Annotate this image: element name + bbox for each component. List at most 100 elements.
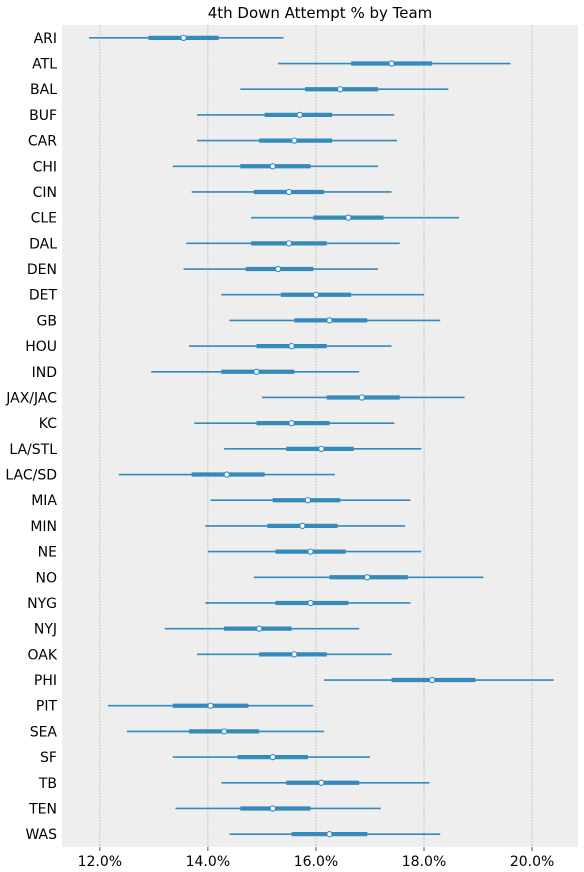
mean-point: [337, 86, 344, 93]
team-label: ARI: [34, 31, 57, 47]
team-row: JAX/JAC: [5, 390, 465, 406]
mean-point: [269, 753, 276, 761]
mean-point: [220, 728, 228, 735]
team-row: CHI: [33, 159, 379, 175]
team-row: DAL: [29, 236, 400, 252]
team-label: JAX/JAC: [5, 390, 57, 406]
team-row: DEN: [27, 262, 379, 278]
team-row: PIT: [36, 699, 314, 715]
team-label: SEA: [30, 724, 58, 740]
team-row: CAR: [28, 134, 397, 150]
team-row: WAS: [25, 827, 441, 843]
team-label: TB: [38, 776, 57, 792]
team-label: ATL: [32, 57, 57, 73]
team-row: ARI: [34, 31, 284, 47]
x-tick-label: 20.0%: [510, 854, 554, 870]
team-row: KC: [39, 416, 395, 432]
team-row: MIN: [30, 519, 406, 535]
team-label: NE: [38, 545, 57, 561]
team-label: TEN: [28, 801, 57, 817]
mean-point: [274, 265, 282, 273]
mean-point: [269, 163, 276, 170]
team-label: MIA: [31, 493, 57, 509]
team-row: CIN: [33, 185, 392, 201]
team-row: ATL: [32, 57, 511, 73]
plot-area: [62, 25, 578, 847]
team-row: MIA: [31, 493, 411, 509]
team-label: MIN: [30, 519, 57, 535]
team-label: BAL: [30, 82, 57, 98]
mean-point: [180, 34, 187, 41]
team-label: NYG: [27, 596, 57, 612]
team-row: LA/STL: [9, 442, 422, 458]
team-row: DET: [29, 288, 425, 304]
team-label: CAR: [28, 134, 57, 150]
team-rows: ARI ATL BAL BUF CAR CHI CIN CLE DAL DEN DET GB HOU IN…: [5, 31, 554, 843]
mean-point: [207, 702, 214, 709]
team-row: LAC/SD: [5, 468, 335, 484]
team-label: LA/STL: [9, 442, 57, 458]
mean-point: [285, 188, 293, 196]
mean-point: [256, 625, 263, 632]
mean-point: [326, 317, 333, 324]
chart-title: 4th Down Attempt % by Team: [208, 4, 433, 22]
mean-point: [304, 497, 311, 504]
team-label: SF: [40, 750, 57, 766]
team-label: DAL: [29, 236, 57, 252]
mean-point: [291, 137, 298, 144]
x-tick-label: 16.0%: [294, 854, 338, 870]
team-label: PHI: [34, 673, 57, 689]
mean-point: [285, 240, 293, 247]
mean-point: [364, 574, 371, 581]
team-row: SEA: [30, 724, 325, 740]
team-row: IND: [32, 365, 360, 381]
team-label: LAC/SD: [5, 468, 57, 484]
team-row: TEN: [28, 801, 381, 817]
mean-point: [318, 445, 325, 452]
grid-lines: [99, 25, 533, 847]
mean-point: [253, 368, 260, 375]
team-label: KC: [39, 416, 57, 432]
team-label: OAK: [27, 647, 57, 663]
mean-point: [318, 779, 325, 786]
team-row: TB: [38, 776, 430, 792]
team-label: DEN: [27, 262, 57, 278]
team-label: PIT: [36, 699, 58, 715]
mean-point: [291, 651, 298, 658]
team-row: PHI: [34, 673, 554, 689]
team-row: SF: [40, 750, 370, 766]
x-axis: 12.0% 14.0% 16.0% 18.0% 20.0%: [78, 847, 554, 870]
mean-point: [288, 342, 295, 350]
team-row: NE: [38, 545, 422, 561]
team-label: BUF: [29, 108, 57, 124]
team-label: NYJ: [34, 622, 57, 638]
team-label: DET: [29, 288, 58, 304]
team-label: NO: [36, 570, 58, 586]
mean-point: [299, 522, 306, 530]
mean-point: [345, 214, 352, 221]
mean-point: [428, 676, 436, 684]
x-tick-label: 18.0%: [402, 854, 446, 870]
mean-point: [223, 471, 230, 478]
team-label: GB: [37, 313, 57, 329]
mean-point: [358, 394, 366, 401]
mean-point: [296, 111, 303, 119]
x-tick-label: 14.0%: [186, 854, 230, 870]
team-row: GB: [37, 313, 441, 329]
team-row: OAK: [27, 647, 392, 663]
x-tick-label: 12.0%: [78, 854, 122, 870]
mean-point: [307, 599, 314, 607]
team-row: HOU: [25, 339, 392, 355]
team-label: CIN: [33, 185, 57, 201]
team-label: CHI: [33, 159, 57, 175]
team-row: NO: [36, 570, 484, 586]
team-row: CLE: [31, 211, 460, 227]
team-row: NYJ: [34, 622, 360, 638]
mean-point: [269, 805, 276, 812]
team-row: NYG: [27, 596, 411, 612]
mean-point: [307, 548, 314, 555]
mean-point: [312, 291, 320, 298]
team-label: WAS: [25, 827, 57, 843]
team-row: BAL: [30, 82, 449, 98]
